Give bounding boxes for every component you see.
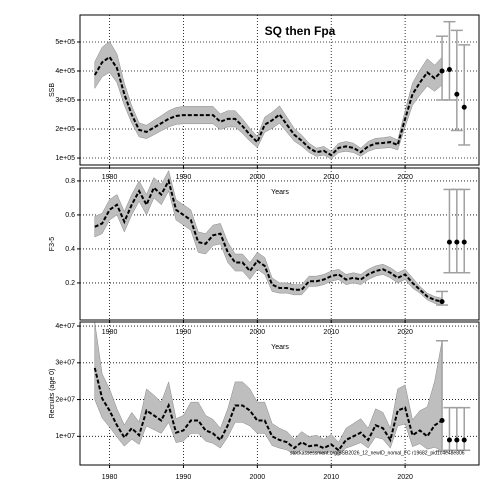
projection-point [446,239,452,245]
y-tick-label: 1e+05 [55,155,75,162]
projection-point [461,437,467,443]
y-tick-label: 3e+07 [55,360,75,367]
x-tick-label: 2010 [323,329,339,336]
panel-frame [79,321,480,466]
chart-title: SQ then Fpa [265,24,336,38]
y-tick-label: 4e+05 [55,68,75,75]
x-tick-label: 2010 [323,474,339,480]
projection-point [461,239,467,245]
panel-frame [79,14,480,166]
x-tick-label: 2020 [397,474,413,480]
y-tick-label: 2e+07 [55,396,75,403]
projection-point [454,437,460,443]
panel-frame [79,167,480,321]
x-tick-label: 1990 [176,329,192,336]
x-tick-label: 2000 [250,329,266,336]
projection-point [439,299,445,305]
y-tick-label: 5e+05 [55,39,75,46]
projection-point [454,239,460,245]
x-tick-label: 1980 [102,329,118,336]
projection-point [446,437,452,443]
estimate-line [93,55,443,157]
projection-point [439,418,445,424]
x-axis-label: Years [271,344,289,351]
y-tick-label: 4e+07 [55,323,75,330]
confidence-band [94,170,443,306]
projection-point [454,91,460,97]
x-tick-label: 1980 [102,474,118,480]
x-tick-label: 1990 [176,474,192,480]
x-tick-label: 2000 [250,474,266,480]
footnote: stockassessment.org/BSB2026_12_newID_nom… [290,450,465,456]
y-tick-label: 2e+05 [55,126,75,133]
y-tick-label: 1e+07 [55,433,75,440]
x-axis-label: Years [271,189,289,196]
y-tick-label: 0.6 [65,212,75,219]
y-tick-label: 0.8 [65,178,75,185]
y-axis-label: SSB [49,83,56,97]
y-tick-label: 3e+05 [55,97,75,104]
projection-point [439,68,445,74]
estimate-line [94,178,443,303]
y-axis-label: Recruits (age 0) [49,369,56,419]
projection-point [461,104,467,110]
estimate-line [93,367,443,452]
y-axis-label: F3-5 [49,237,56,252]
confidence-band [94,322,443,457]
y-tick-label: 0.4 [65,246,75,253]
y-tick-label: 0.2 [65,280,75,287]
projection-point [446,67,452,73]
x-tick-label: 2020 [397,329,413,336]
